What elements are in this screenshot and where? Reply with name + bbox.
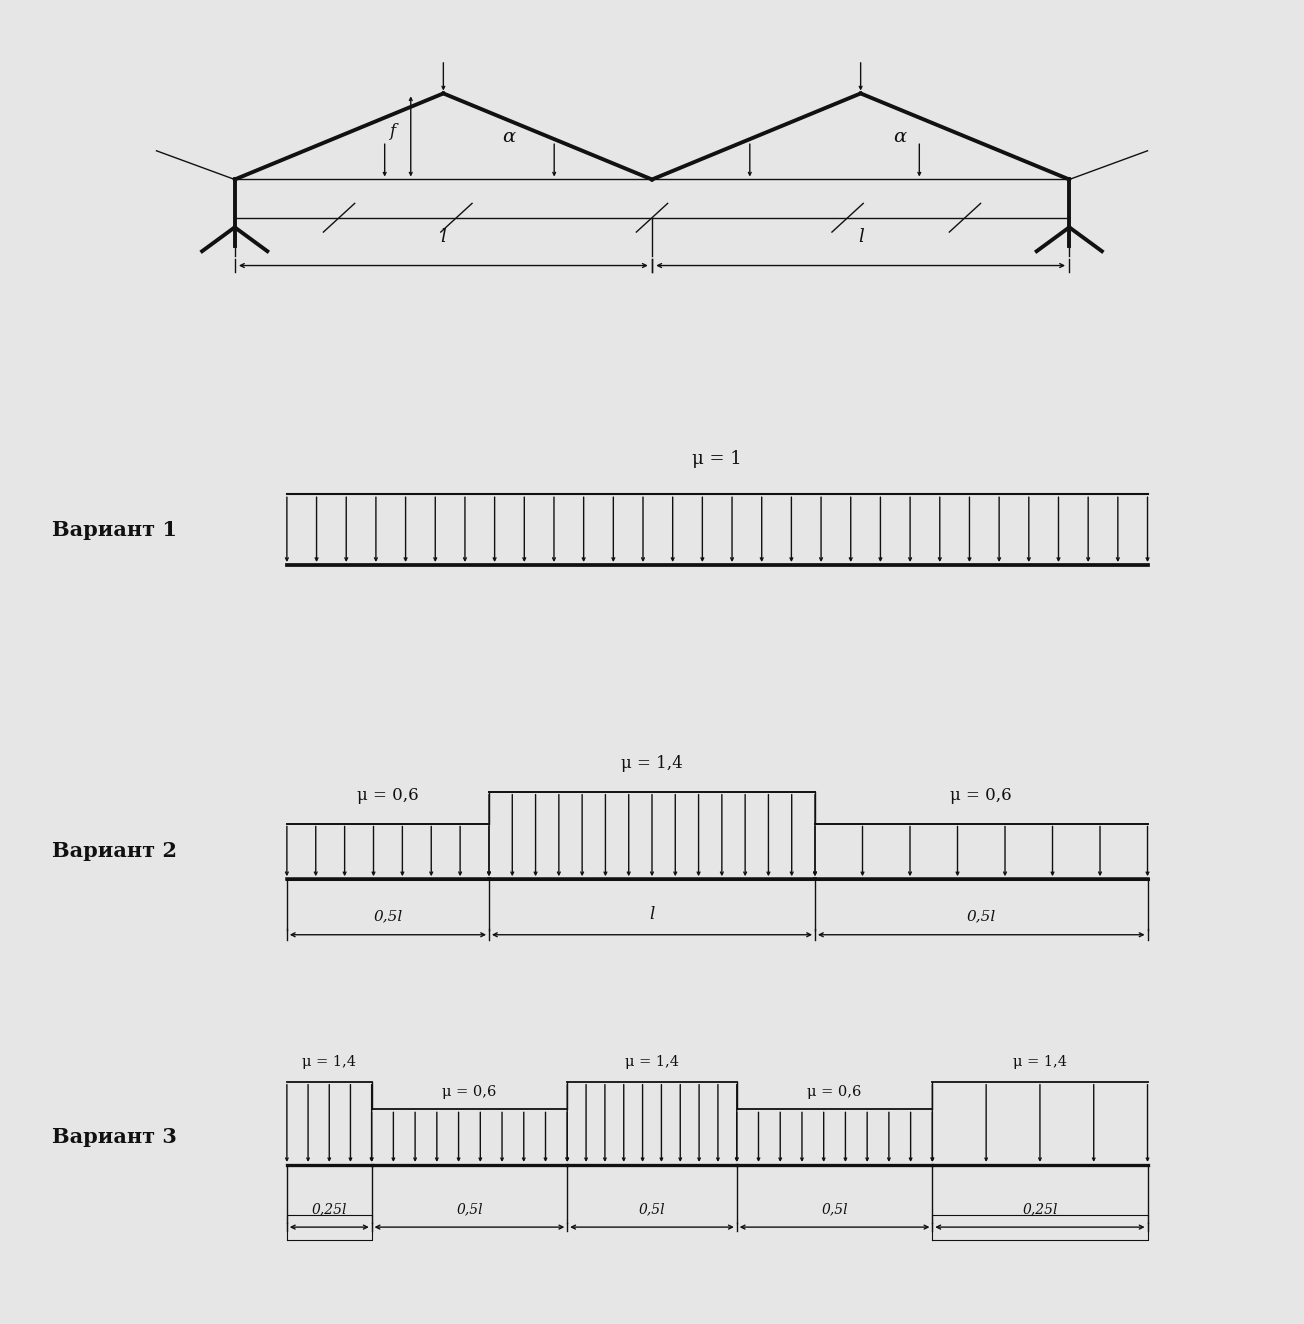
Text: μ = 1,4: μ = 1,4: [625, 1055, 679, 1070]
Text: 0,25l: 0,25l: [1022, 1202, 1058, 1217]
Text: 0,5l: 0,5l: [639, 1202, 665, 1217]
Text: Вариант 2: Вариант 2: [52, 841, 177, 862]
Text: l: l: [649, 906, 655, 923]
Text: l: l: [441, 229, 446, 246]
Text: μ = 0,6: μ = 0,6: [807, 1086, 862, 1099]
Text: 0,5l: 0,5l: [966, 908, 996, 923]
Text: μ = 0,6: μ = 0,6: [951, 786, 1012, 804]
Text: μ = 1,4: μ = 1,4: [621, 755, 683, 772]
Text: μ = 1,4: μ = 1,4: [1013, 1055, 1067, 1070]
Text: μ = 0,6: μ = 0,6: [357, 786, 419, 804]
Text: Вариант 3: Вариант 3: [52, 1127, 177, 1147]
Text: 0,5l: 0,5l: [456, 1202, 482, 1217]
Text: Вариант 1: Вариант 1: [52, 519, 177, 540]
Text: 0,25l: 0,25l: [312, 1202, 347, 1217]
Text: μ = 0,6: μ = 0,6: [442, 1086, 497, 1099]
Text: μ = 1,4: μ = 1,4: [303, 1055, 356, 1070]
Text: 0,5l: 0,5l: [822, 1202, 848, 1217]
Text: l: l: [858, 229, 863, 246]
Text: α: α: [893, 128, 906, 146]
Text: μ = 1: μ = 1: [692, 450, 742, 467]
Text: 0,5l: 0,5l: [373, 908, 403, 923]
Text: α: α: [502, 128, 515, 146]
Text: f: f: [389, 123, 395, 140]
